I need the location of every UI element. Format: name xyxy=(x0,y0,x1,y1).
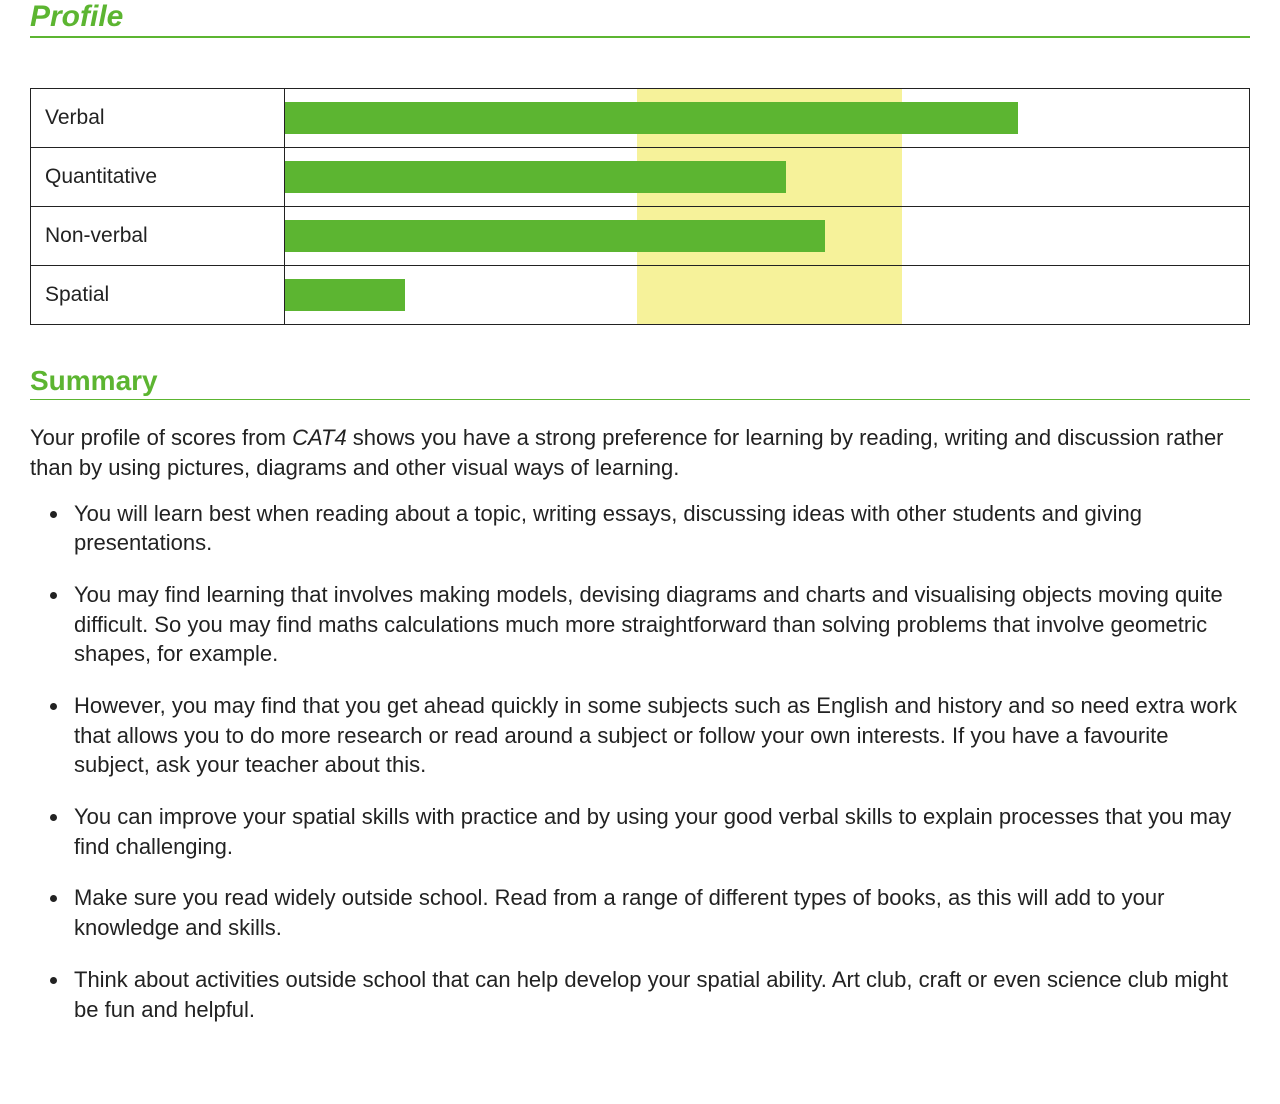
profile-row-bar-cell xyxy=(284,89,1249,148)
profile-row: Non-verbal xyxy=(31,207,1250,266)
profile-heading: Profile xyxy=(30,0,1250,38)
profile-chart: VerbalQuantitativeNon-verbalSpatial xyxy=(30,88,1250,325)
profile-row-bar-cell xyxy=(284,207,1249,266)
profile-bar xyxy=(285,161,787,193)
reference-band xyxy=(637,266,902,324)
summary-intro: Your profile of scores from CAT4 shows y… xyxy=(30,423,1250,482)
profile-row-label: Spatial xyxy=(31,266,285,325)
summary-bullet: However, you may find that you get ahead… xyxy=(70,691,1250,780)
profile-row: Verbal xyxy=(31,89,1250,148)
profile-row: Spatial xyxy=(31,266,1250,325)
summary-heading: Summary xyxy=(30,365,1250,400)
profile-row-label: Non-verbal xyxy=(31,207,285,266)
summary-bullet: You can improve your spatial skills with… xyxy=(70,802,1250,861)
summary-bullet: You may find learning that involves maki… xyxy=(70,580,1250,669)
summary-intro-emphasis: CAT4 xyxy=(292,425,347,450)
summary-bullet: Think about activities outside school th… xyxy=(70,965,1250,1024)
profile-row-bar-cell xyxy=(284,266,1249,325)
profile-row-label: Verbal xyxy=(31,89,285,148)
profile-row-bar-cell xyxy=(284,148,1249,207)
profile-bar xyxy=(285,279,406,311)
summary-intro-pre: Your profile of scores from xyxy=(30,425,292,450)
profile-bar xyxy=(285,220,825,252)
profile-row: Quantitative xyxy=(31,148,1250,207)
page: Profile VerbalQuantitativeNon-verbalSpat… xyxy=(0,0,1280,1076)
summary-bullet-list: You will learn best when reading about a… xyxy=(30,499,1250,1025)
profile-row-label: Quantitative xyxy=(31,148,285,207)
summary-bullet: Make sure you read widely outside school… xyxy=(70,883,1250,942)
profile-bar xyxy=(285,102,1018,134)
summary-bullet: You will learn best when reading about a… xyxy=(70,499,1250,558)
